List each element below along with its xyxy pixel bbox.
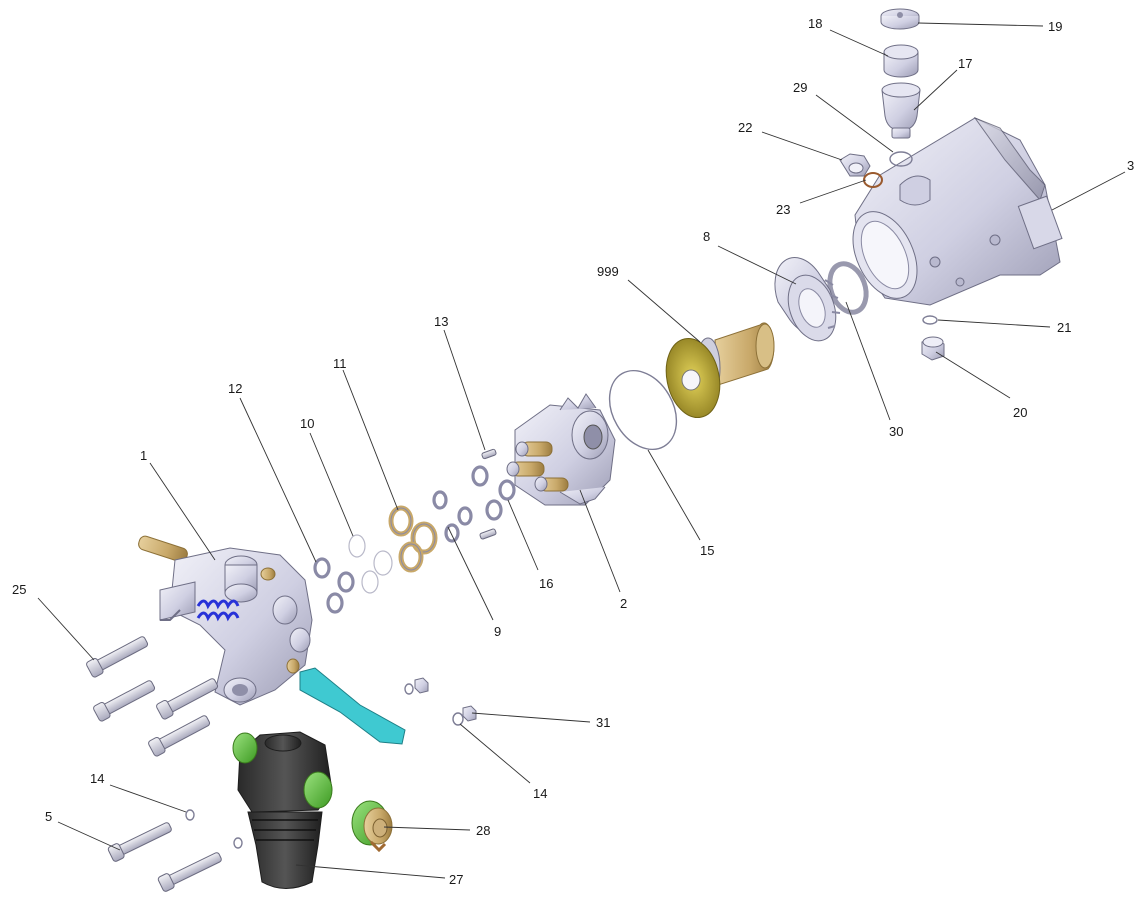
oring-part-21 <box>922 315 938 325</box>
callout-999: 999 <box>597 264 619 279</box>
callout-2: 2 <box>620 596 627 611</box>
oring-part-15 <box>608 369 678 451</box>
callout-8: 8 <box>703 229 710 244</box>
callout-29: 31 <box>596 715 610 730</box>
leader-lines <box>37 22 1126 879</box>
callout-11: 11 <box>333 356 347 371</box>
nut-washer-pair <box>404 677 429 695</box>
housing-part-3 <box>852 116 1063 306</box>
callout-30: 27 <box>449 872 463 887</box>
callout-23: 23 <box>776 202 790 217</box>
callout-19: 19 <box>1048 19 1062 34</box>
callout-31: 28 <box>476 823 490 838</box>
washers-part-9 <box>432 490 473 543</box>
seals-part-11 <box>388 505 438 573</box>
orings-part-10 <box>348 534 393 594</box>
cylinder-head-part-2 <box>506 393 616 506</box>
bolts-part-5 <box>107 822 222 892</box>
washer-part-14-left <box>185 809 195 821</box>
coupling-part-31 <box>351 800 393 853</box>
callout-28: 30 <box>889 424 903 439</box>
callout-9: 9 <box>494 624 501 639</box>
valve-part-17 <box>881 82 921 139</box>
washers-part-16 <box>471 465 516 521</box>
bearing-part-8 <box>774 257 841 342</box>
callout-labels: 19 18 17 29 22 23 3 8 999 21 20 30 13 11… <box>12 16 1134 887</box>
callout-25: 25 <box>12 582 26 597</box>
callout-13: 13 <box>434 314 448 329</box>
washer-part-14-right <box>452 712 464 726</box>
callout-15: 15 <box>700 543 714 558</box>
oring-part-27 <box>889 151 913 167</box>
callout-5: 5 <box>45 809 52 824</box>
cap-part-19 <box>880 8 920 30</box>
screw-plug-part-22 <box>839 153 871 177</box>
oring-part-23 <box>863 172 883 188</box>
filter-part-30 <box>232 731 333 889</box>
callout-21: 21 <box>1057 320 1071 335</box>
callout-14a: 14 <box>90 771 104 786</box>
callout-3: 3 <box>1127 158 1134 173</box>
seal-ring-part-28 <box>827 261 869 315</box>
callout-1: 1 <box>140 448 147 463</box>
callout-20: 20 <box>1013 405 1027 420</box>
callout-27: 29 <box>793 80 807 95</box>
callout-14b: 14 <box>533 786 547 801</box>
drain-plug-part-20 <box>921 336 945 361</box>
screw-part-13 <box>479 448 497 540</box>
shaft-part-999 <box>665 322 775 418</box>
callout-16: 16 <box>539 576 553 591</box>
bolts-part-25 <box>86 636 219 757</box>
callout-17: 17 <box>958 56 972 71</box>
plug-part-18 <box>883 44 919 78</box>
callout-10: 10 <box>300 416 314 431</box>
bracket-part <box>299 667 406 745</box>
washers-part-12 <box>313 557 355 614</box>
washer-part-14-lower <box>233 837 243 849</box>
callout-22: 22 <box>738 120 752 135</box>
valve-block-part-1 <box>138 535 313 706</box>
callout-18: 18 <box>808 16 822 31</box>
callout-12: 12 <box>228 381 242 396</box>
